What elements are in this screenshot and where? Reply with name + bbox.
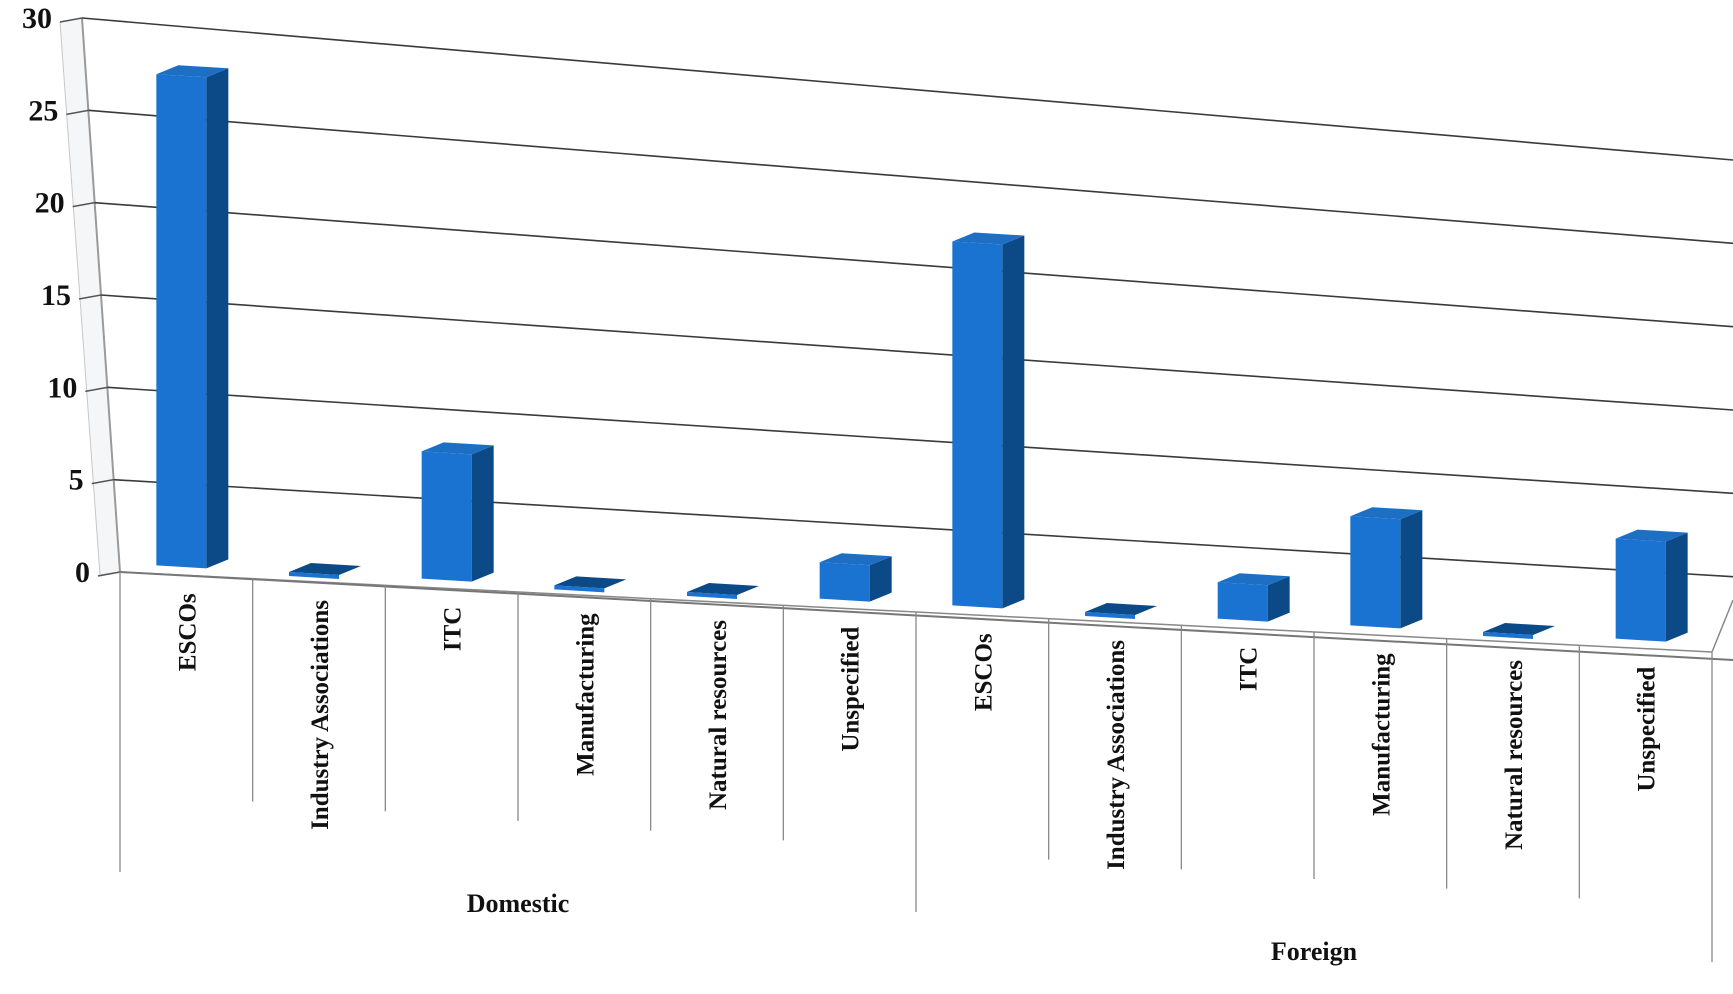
bar: [156, 65, 229, 569]
bar-top: [421, 442, 494, 455]
bar-zero: [554, 576, 627, 589]
y-tick-label: 30: [22, 2, 52, 35]
bar-top: [952, 232, 1025, 245]
y-tick-mark: [78, 294, 102, 300]
x-category-label: ITC: [440, 607, 467, 651]
bar-side: [869, 556, 892, 602]
bar: [289, 563, 361, 579]
bar-front: [1217, 582, 1268, 622]
x-category-label: Natural resources: [705, 620, 732, 810]
bar-zero: [1483, 623, 1555, 635]
bar-front: [156, 74, 207, 569]
y-tick-mark: [91, 478, 114, 485]
bar: [1350, 507, 1423, 629]
bar-top: [1350, 507, 1423, 520]
bar-zero-front: [554, 585, 605, 593]
bar-zero-front: [1483, 632, 1533, 639]
bar: [819, 553, 892, 602]
bar-side: [1665, 532, 1688, 642]
x-category-label: Industry Associations: [307, 600, 334, 830]
bar-side: [1002, 235, 1025, 609]
gridline: [107, 386, 1733, 495]
bar-side: [1267, 576, 1290, 622]
bar: [1483, 623, 1555, 639]
bar-zero-front: [1085, 612, 1135, 619]
x-category-label: ESCOs: [174, 593, 201, 671]
bar-top: [1217, 573, 1290, 586]
x-category-label: ESCOs: [970, 633, 997, 711]
bar-front: [819, 562, 870, 602]
gridlines: [81, 17, 1733, 661]
y-tick-mark: [97, 571, 121, 577]
y-tick-label: 25: [28, 94, 58, 127]
y-tick-label: 0: [75, 556, 90, 589]
y-tick-label: 15: [41, 279, 71, 312]
y-tick-mark: [59, 17, 83, 23]
bars: [156, 65, 1688, 642]
bar-top: [1615, 529, 1688, 542]
x-category-label: Unspecified: [838, 627, 865, 752]
bar-front: [1350, 516, 1401, 629]
chart-walls: [59, 17, 1733, 653]
bar-front: [1615, 538, 1666, 642]
bar-zero-front: [687, 592, 737, 599]
bar-side: [471, 445, 494, 582]
gridline: [94, 201, 1733, 328]
x-category-label: Natural resources: [1501, 660, 1528, 850]
y-tick-label: 20: [35, 187, 65, 220]
x-group-label: Foreign: [1271, 937, 1358, 966]
gridline: [119, 571, 1733, 661]
y-tick-mark: [72, 201, 95, 208]
bar: [1615, 529, 1688, 642]
bar: [1085, 603, 1157, 619]
gridline: [81, 17, 1733, 161]
y-tick-label: 5: [69, 464, 84, 497]
bar: [1217, 573, 1290, 622]
bar-front: [952, 241, 1003, 609]
gridline: [100, 294, 1733, 411]
bar: [554, 576, 627, 593]
x-category-label: Industry Associations: [1103, 640, 1130, 870]
bar-top: [819, 553, 892, 566]
bar-zero-front: [289, 572, 339, 579]
gridline: [88, 109, 1733, 245]
x-category-label: ITC: [1236, 647, 1263, 691]
bar: [952, 232, 1025, 609]
bar-top: [156, 65, 229, 78]
gridline: [113, 478, 1733, 578]
y-axis-ticks: 0 5 10 15 20 25 30: [22, 2, 121, 589]
x-category-label: Unspecified: [1634, 667, 1661, 792]
x-category-label: Manufacturing: [572, 613, 599, 776]
y-tick-mark: [66, 109, 89, 116]
bar-zero: [1085, 603, 1157, 615]
bar-side: [1400, 510, 1423, 629]
x-group-label: Domestic: [467, 889, 570, 918]
floor-right-edge: [1711, 599, 1733, 653]
bar: [687, 583, 759, 599]
bar: [421, 442, 494, 582]
bar-zero: [289, 563, 361, 575]
y-tick-label: 10: [47, 371, 77, 404]
y-tick-mark: [85, 386, 108, 393]
x-category-label: Manufacturing: [1368, 653, 1395, 816]
bar-zero: [687, 583, 759, 595]
bar-side: [206, 68, 229, 569]
x-axis: ESCOs Industry Associations ITC Manufacturi…: [119, 572, 1713, 966]
bar-front: [421, 451, 472, 582]
